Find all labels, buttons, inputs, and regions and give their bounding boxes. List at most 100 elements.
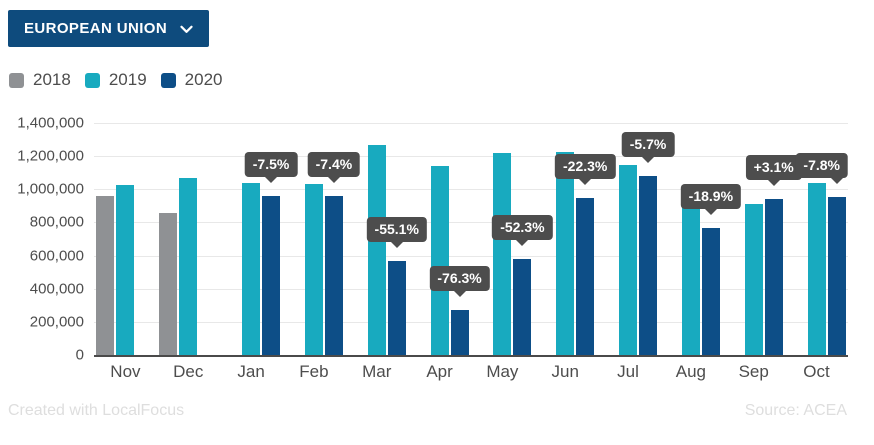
bar-group-mar: -55.1% — [345, 123, 427, 355]
bar-group-jul: -5.7% — [597, 123, 675, 355]
legend-item-2018[interactable]: 2018 — [9, 70, 71, 90]
bar-2020-sep[interactable] — [764, 199, 783, 355]
gridline — [94, 156, 848, 157]
source-label: Source: ACEA — [744, 402, 847, 419]
bar-group-aug: -18.9% — [659, 123, 742, 355]
y-axis-tick-label: 200,000 — [29, 313, 84, 331]
change-tooltip-may: -52.3% — [492, 215, 553, 240]
bar-2019-jul[interactable] — [619, 165, 638, 355]
gridline — [94, 222, 848, 223]
localfocus-credit-link[interactable]: Created with LocalFocus — [8, 402, 185, 419]
bar-group-may: -52.3% — [471, 123, 553, 355]
bar-2019-aug[interactable] — [681, 198, 700, 355]
bar-2020-may[interactable] — [513, 259, 532, 355]
bar-group-jan: -7.5% — [220, 123, 298, 355]
change-tooltip-aug: -18.9% — [680, 184, 742, 209]
bar-2020-jun[interactable] — [576, 198, 595, 355]
x-axis-label-nov: Nov — [110, 362, 141, 381]
x-axis-line — [94, 355, 848, 357]
tooltip-pointer — [452, 290, 467, 297]
x-axis-label-apr: Apr — [426, 362, 453, 381]
bar-2019-feb[interactable] — [304, 184, 323, 355]
bar-2019-oct[interactable] — [807, 183, 826, 355]
x-axis-label-feb: Feb — [299, 362, 329, 381]
tooltip-pointer — [264, 176, 279, 183]
bar-2020-apr[interactable] — [450, 310, 469, 355]
legend-item-2019[interactable]: 2019 — [84, 70, 147, 90]
y-axis-tick-label: 600,000 — [29, 247, 84, 265]
x-axis-label-may: May — [486, 362, 519, 381]
region-selector-dropdown[interactable]: EUROPEAN UNION — [8, 10, 210, 47]
bar-group-oct: -7.8% — [785, 123, 849, 355]
bar-2018-dec[interactable] — [159, 213, 178, 355]
tooltip-pointer — [389, 241, 404, 248]
chart-legend: 2018 2019 2020 — [9, 70, 236, 90]
y-axis-tick-label: 0 — [75, 346, 84, 364]
y-axis-tick-label: 1,400,000 — [17, 114, 84, 132]
y-axis-labels: 0 200,000 400,000 600,000 800,000 1,000,000 1,… — [0, 115, 84, 364]
gridline — [94, 256, 848, 257]
change-tooltip-oct: -7.8% — [795, 153, 849, 178]
bar-2019-nov[interactable] — [116, 185, 135, 355]
bar-group-dec — [157, 123, 220, 355]
change-tooltip-mar: -55.1% — [366, 217, 427, 242]
bar-group-feb: -7.4% — [282, 123, 361, 355]
gridline — [94, 322, 848, 323]
bar-group-sep: +3.1% — [722, 123, 802, 355]
y-axis-tick-label: 800,000 — [29, 213, 84, 231]
bar-2019-dec[interactable] — [179, 178, 198, 355]
tooltip-pointer — [578, 178, 593, 185]
x-axis-label-mar: Mar — [362, 362, 392, 381]
x-axis-label-dec: Dec — [173, 362, 204, 381]
legend-label: 2019 — [108, 70, 147, 89]
legend-swatch — [84, 72, 100, 88]
tooltip-pointer — [829, 177, 844, 184]
region-selector-label: EUROPEAN UNION — [24, 20, 168, 37]
change-tooltip-apr: -76.3% — [429, 266, 490, 291]
y-axis-tick-label: 1,000,000 — [17, 180, 84, 198]
bar-2020-jan[interactable] — [262, 196, 281, 355]
bar-2018-nov[interactable] — [96, 196, 115, 355]
x-axis-label-sep: Sep — [738, 362, 769, 381]
change-tooltip-jun: -22.3% — [555, 154, 616, 179]
change-tooltip-feb: -7.4% — [307, 152, 361, 177]
x-axis-labels: Nov Dec Jan Feb Mar Apr May Jun Jul Aug Sep Oct — [94, 362, 848, 382]
legend-swatch — [160, 72, 176, 88]
bar-2019-jun[interactable] — [556, 152, 575, 355]
bar-2020-mar[interactable] — [387, 261, 406, 355]
bar-2019-sep[interactable] — [744, 204, 763, 355]
x-axis-label-aug: Aug — [675, 362, 706, 381]
plot-area: -7.5% -7.4% -55.1% -76.3% -52.3% -22.3% -5.7% -… — [94, 123, 849, 357]
y-axis-tick-label: 400,000 — [29, 280, 84, 298]
bar-2019-mar[interactable] — [367, 145, 386, 355]
x-axis-label-jul: Jul — [617, 362, 639, 381]
legend-label: 2018 — [33, 70, 71, 89]
x-axis-label-jan: Jan — [237, 362, 265, 381]
change-tooltip-jul: -5.7% — [621, 132, 675, 157]
legend-item-2020[interactable]: 2020 — [160, 70, 223, 90]
gridline — [94, 123, 848, 124]
bar-group-apr: -76.3% — [408, 123, 490, 355]
bar-2020-jul[interactable] — [639, 176, 658, 355]
tooltip-pointer — [766, 179, 781, 186]
legend-label: 2020 — [184, 70, 223, 89]
gridline — [94, 189, 848, 190]
change-tooltip-sep: +3.1% — [745, 155, 802, 180]
tooltip-pointer — [515, 239, 530, 246]
tooltip-pointer — [703, 208, 718, 215]
bar-groups: -7.5% -7.4% -55.1% -76.3% -52.3% -22.3% -5.7% -… — [94, 123, 849, 355]
x-axis-label-jun: Jun — [551, 362, 579, 381]
bar-2019-jan[interactable] — [242, 183, 261, 355]
bar-2020-feb[interactable] — [324, 196, 343, 355]
x-axis-label-oct: Oct — [803, 362, 830, 381]
bar-2019-may[interactable] — [493, 153, 512, 355]
legend-swatch — [9, 72, 24, 88]
bar-group-jun: -22.3% — [534, 123, 616, 355]
bar-2019-apr[interactable] — [430, 166, 449, 355]
y-axis-tick-label: 1,200,000 — [17, 147, 84, 165]
bar-2020-aug[interactable] — [701, 228, 720, 355]
bar-2020-oct[interactable] — [827, 197, 846, 355]
tooltip-pointer — [326, 176, 341, 183]
tooltip-pointer — [641, 156, 656, 163]
